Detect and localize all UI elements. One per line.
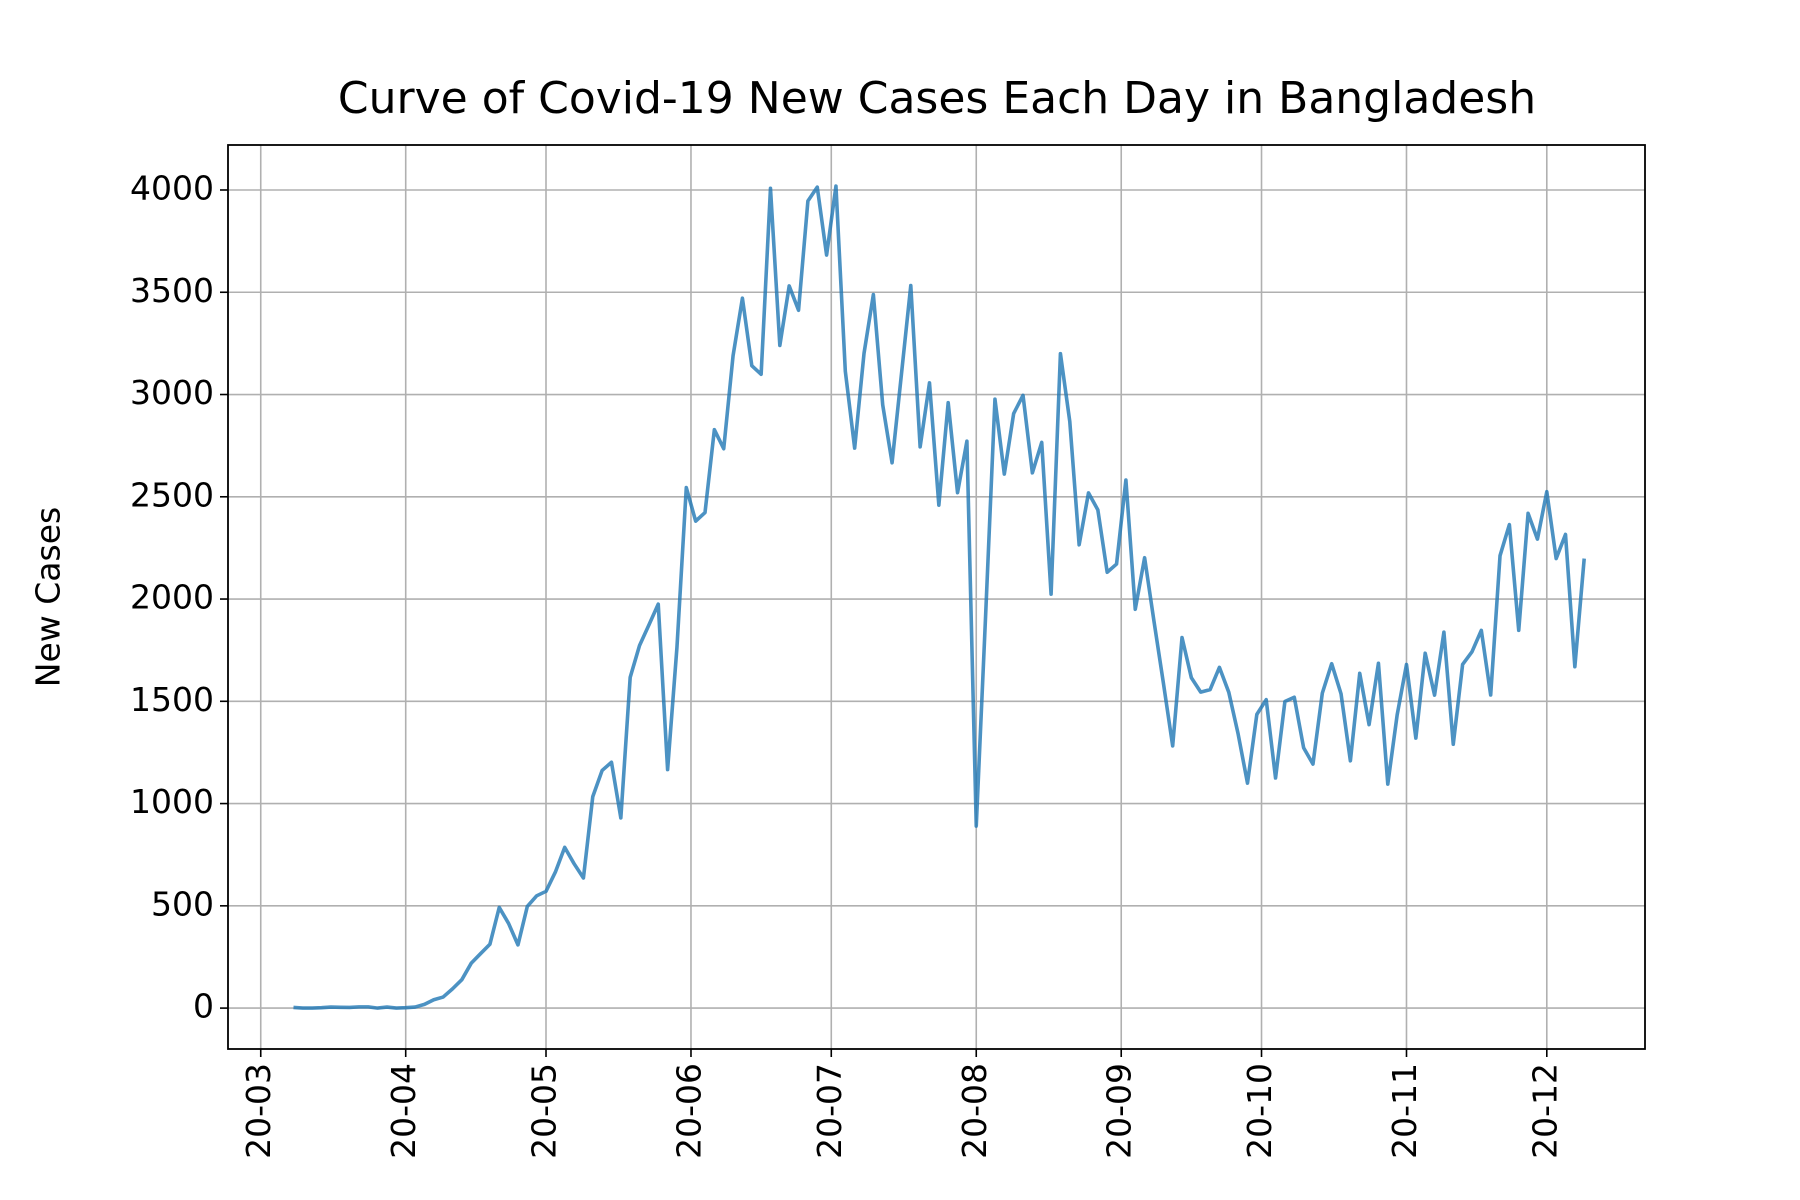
x-tick-label: 20-11: [1385, 1063, 1424, 1159]
y-tick-label: 0: [193, 987, 214, 1026]
x-tick-label: 20-10: [1240, 1063, 1279, 1159]
y-tick-label: 2000: [130, 578, 214, 617]
y-tick-label: 1500: [130, 680, 214, 719]
x-tick-label: 20-05: [525, 1063, 564, 1159]
plot-frame: [227, 144, 1646, 1050]
y-tick-label: 3000: [130, 373, 214, 412]
y-tick-label: 4000: [130, 168, 214, 207]
y-axis-label: New Cases: [29, 507, 68, 687]
x-tick-label: 20-08: [955, 1063, 994, 1159]
x-tick-label: 20-03: [239, 1063, 278, 1159]
y-tick-label: 3500: [130, 271, 214, 310]
y-tick-label: 500: [151, 884, 214, 923]
y-tick-label: 1000: [130, 782, 214, 821]
x-tick-label: 20-04: [384, 1063, 423, 1159]
x-tick-label: 20-09: [1100, 1063, 1139, 1159]
data-line: [293, 184, 1586, 1010]
x-tick-label: 20-07: [810, 1063, 849, 1159]
x-tick-label: 20-06: [669, 1063, 708, 1159]
chart-title: Curve of Covid-19 New Cases Each Day in …: [338, 73, 1536, 124]
x-tick-label: 20-12: [1525, 1063, 1564, 1159]
y-tick-label: 2500: [130, 475, 214, 514]
